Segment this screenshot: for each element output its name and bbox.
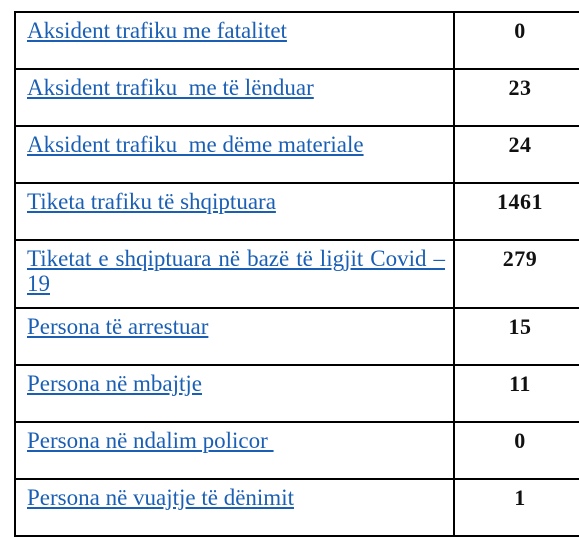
table-row: Persona të arrestuar 15 bbox=[14, 307, 579, 366]
row-value: 0 bbox=[514, 18, 526, 43]
row-label-link[interactable]: Persona në ndalim policor bbox=[27, 428, 274, 453]
value-cell: 1 bbox=[453, 478, 579, 537]
row-value: 279 bbox=[502, 246, 538, 271]
table-row: Tiketat e shqiptuara në bazë të ligjit C… bbox=[14, 239, 579, 309]
table-row: Aksident trafiku me dëme materiale 24 bbox=[14, 125, 579, 184]
label-cell: Aksident trafiku me fatalitet bbox=[14, 11, 455, 70]
row-label-link[interactable]: Aksident trafiku me dëme materiale bbox=[27, 132, 364, 157]
value-cell: 23 bbox=[453, 68, 579, 127]
table-row: Aksident trafiku me fatalitet 0 bbox=[14, 11, 579, 70]
value-cell: 0 bbox=[453, 11, 579, 70]
value-cell: 279 bbox=[453, 239, 579, 309]
table-row: Tiketa trafiku të shqiptuara 1461 bbox=[14, 182, 579, 241]
row-value: 15 bbox=[508, 314, 532, 339]
value-cell: 11 bbox=[453, 364, 579, 423]
value-cell: 15 bbox=[453, 307, 579, 366]
statistics-table: Aksident trafiku me fatalitet 0 Aksident… bbox=[14, 11, 579, 537]
table-row: Aksident trafiku me të lënduar 23 bbox=[14, 68, 579, 127]
label-cell: Tiketa trafiku të shqiptuara bbox=[14, 182, 455, 241]
table-row: Persona në vuajtje të dënimit 1 bbox=[14, 478, 579, 537]
row-value: 0 bbox=[514, 428, 526, 453]
row-value: 1 bbox=[514, 485, 526, 510]
label-cell: Persona në ndalim policor bbox=[14, 421, 455, 480]
label-cell: Aksident trafiku me dëme materiale bbox=[14, 125, 455, 184]
label-cell: Aksident trafiku me të lënduar bbox=[14, 68, 455, 127]
label-cell: Tiketat e shqiptuara në bazë të ligjit C… bbox=[14, 239, 455, 309]
row-value: 24 bbox=[508, 132, 532, 157]
row-label-link[interactable]: Persona në mbajtje bbox=[27, 371, 203, 396]
row-label-link[interactable]: Aksident trafiku me fatalitet bbox=[27, 18, 287, 43]
row-value: 23 bbox=[508, 75, 532, 100]
row-value: 11 bbox=[509, 371, 531, 396]
label-cell: Persona të arrestuar bbox=[14, 307, 455, 366]
label-cell: Persona në mbajtje bbox=[14, 364, 455, 423]
row-label-link[interactable]: Tiketat e shqiptuara në bazë të ligjit C… bbox=[27, 246, 445, 296]
table-row: Persona në mbajtje 11 bbox=[14, 364, 579, 423]
value-cell: 0 bbox=[453, 421, 579, 480]
row-label-link[interactable]: Persona të arrestuar bbox=[27, 314, 209, 339]
label-cell: Persona në vuajtje të dënimit bbox=[14, 478, 455, 537]
row-label-link[interactable]: Tiketa trafiku të shqiptuara bbox=[27, 189, 276, 214]
row-value: 1461 bbox=[497, 189, 543, 214]
value-cell: 1461 bbox=[453, 182, 579, 241]
row-label-link[interactable]: Persona në vuajtje të dënimit bbox=[27, 485, 294, 510]
row-label-link[interactable]: Aksident trafiku me të lënduar bbox=[27, 75, 314, 100]
value-cell: 24 bbox=[453, 125, 579, 184]
table-row: Persona në ndalim policor 0 bbox=[14, 421, 579, 480]
